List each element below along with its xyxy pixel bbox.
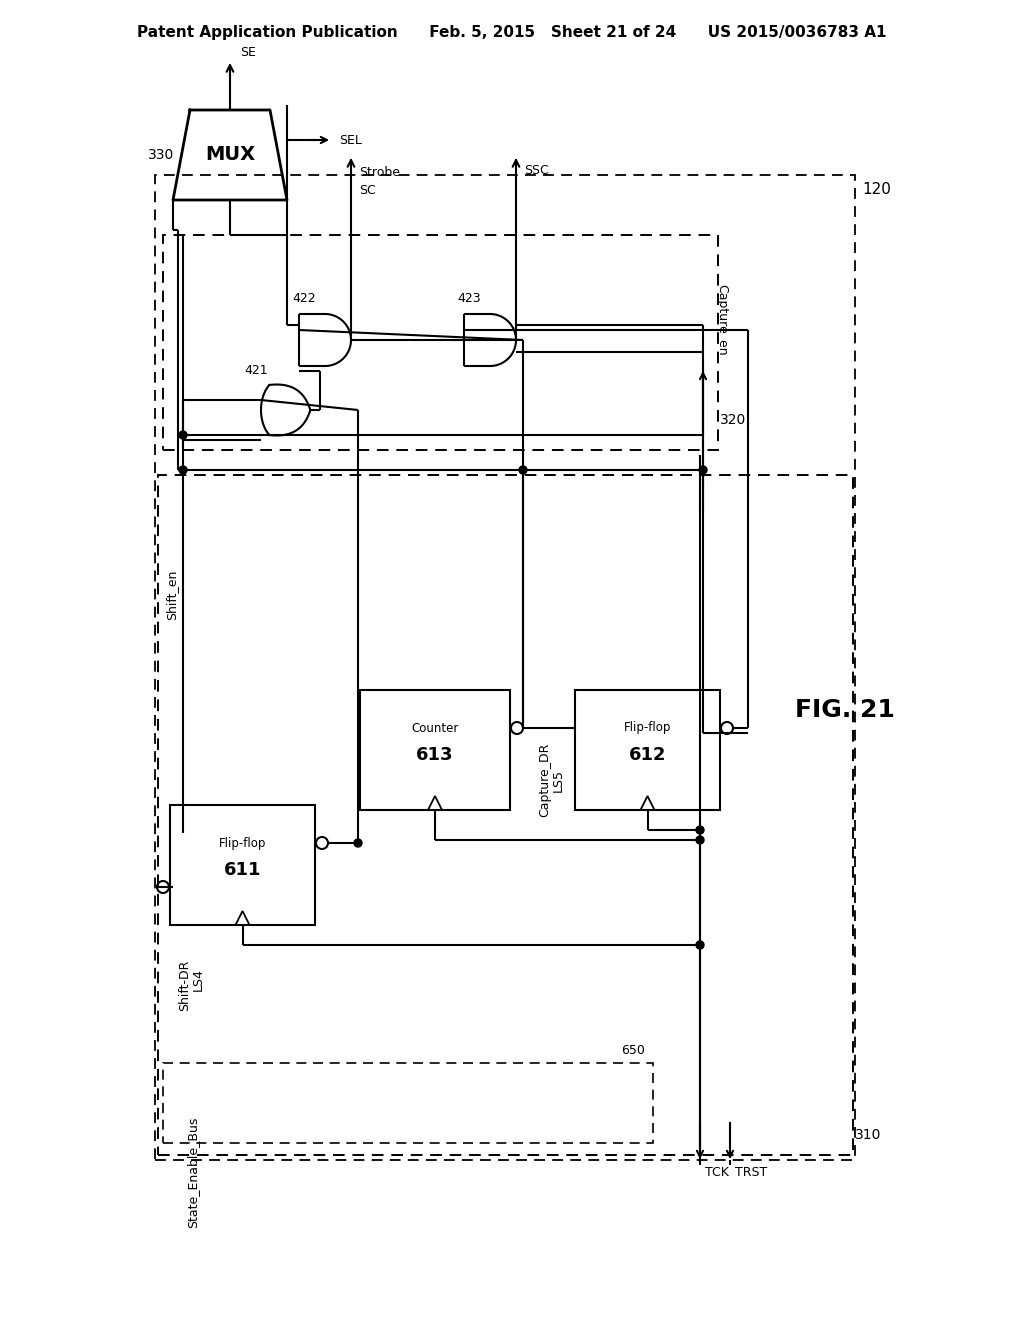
Text: Flip-flop: Flip-flop (624, 722, 671, 734)
Circle shape (696, 941, 705, 949)
Text: SE: SE (240, 45, 256, 58)
Text: MUX: MUX (205, 145, 255, 165)
Bar (575, 690, 720, 810)
Text: 613: 613 (416, 746, 454, 764)
Bar (163, 235, 718, 450)
Circle shape (696, 826, 705, 834)
Text: LS4: LS4 (191, 969, 205, 991)
Text: Shift_en: Shift_en (166, 570, 178, 620)
Text: Counter: Counter (412, 722, 459, 734)
Circle shape (519, 466, 527, 474)
Text: SC: SC (359, 183, 376, 197)
Text: 650: 650 (622, 1044, 645, 1057)
Bar (360, 690, 510, 810)
Text: 423: 423 (457, 293, 481, 305)
Text: 310: 310 (855, 1129, 882, 1142)
Text: 611: 611 (224, 861, 261, 879)
Text: Patent Application Publication      Feb. 5, 2015   Sheet 21 of 24      US 2015/0: Patent Application Publication Feb. 5, 2… (137, 25, 887, 40)
Circle shape (354, 840, 362, 847)
Circle shape (179, 432, 187, 440)
Text: State_Enable_Bus: State_Enable_Bus (186, 1117, 200, 1228)
Text: Strobe: Strobe (359, 165, 400, 178)
Circle shape (699, 466, 707, 474)
Text: Flip-flop: Flip-flop (219, 837, 266, 850)
Text: SEL: SEL (339, 133, 361, 147)
Circle shape (696, 836, 705, 843)
Text: FIG. 21: FIG. 21 (795, 698, 895, 722)
Bar (163, 1063, 653, 1143)
Text: Capture_DR: Capture_DR (539, 743, 552, 817)
Text: 120: 120 (862, 182, 892, 198)
Circle shape (179, 466, 187, 474)
Text: TCK: TCK (705, 1166, 729, 1179)
Text: Capture_en: Capture_en (715, 284, 728, 356)
Bar (155, 176, 855, 1160)
Bar (158, 475, 853, 1155)
Text: 422: 422 (292, 293, 315, 305)
Text: 320: 320 (720, 413, 746, 426)
Text: 612: 612 (629, 746, 667, 764)
Text: 421: 421 (244, 363, 268, 376)
Text: 330: 330 (147, 148, 174, 162)
Text: TRST: TRST (735, 1166, 767, 1179)
Bar (170, 805, 315, 925)
Text: SSC: SSC (524, 164, 549, 177)
Text: Shift-DR: Shift-DR (178, 960, 191, 1011)
Text: LS5: LS5 (552, 768, 564, 792)
